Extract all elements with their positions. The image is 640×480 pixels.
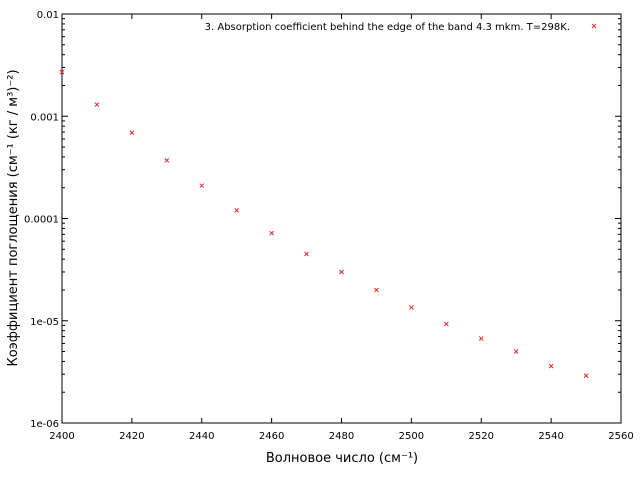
marker-stroke	[304, 251, 309, 257]
data-point	[583, 373, 589, 379]
x-axis-label: Волновое число (см⁻¹)	[266, 451, 418, 466]
data-point	[304, 251, 309, 257]
x-tick-label: 2420	[119, 431, 144, 442]
data-point	[478, 336, 484, 341]
marker-stroke	[59, 69, 65, 75]
data-point	[164, 158, 170, 163]
marker-stroke	[583, 373, 589, 379]
data-point	[234, 208, 240, 213]
data-point	[548, 363, 554, 369]
data-point	[443, 321, 449, 327]
x-tick-label: 2480	[329, 431, 354, 442]
data-point	[199, 183, 205, 188]
x-tick-label: 2400	[49, 431, 74, 442]
x-tick-label: 2460	[259, 431, 284, 442]
marker-stroke	[164, 158, 170, 163]
marker-stroke	[269, 230, 274, 236]
y-axis: 0.01 0.001 0.0001 1e-05 1e-06	[24, 10, 621, 430]
x-tick-label: 2540	[538, 431, 563, 442]
data-point	[374, 287, 379, 293]
x-tick-label: 2560	[608, 431, 633, 442]
marker-stroke	[478, 336, 484, 341]
legend-marker	[591, 23, 597, 29]
marker-stroke	[339, 269, 344, 275]
data-point	[339, 269, 344, 275]
y-tick-label: 0.01	[37, 10, 59, 21]
data-point	[129, 130, 135, 136]
marker-stroke	[443, 321, 449, 327]
marker-stroke	[409, 305, 414, 310]
data-point	[94, 102, 100, 107]
marker-stroke	[374, 287, 379, 293]
data-point	[409, 305, 414, 310]
data-points	[59, 69, 589, 379]
y-tick-label: 1e-05	[30, 317, 59, 328]
y-tick-label: 1e-06	[30, 419, 59, 430]
marker-stroke	[234, 208, 240, 213]
legend: 3. Absorption coefficient behind the edg…	[205, 22, 597, 33]
plot-frame	[61, 13, 622, 424]
y-tick-label: 0.001	[30, 112, 59, 123]
data-point	[513, 349, 519, 354]
x-tick-label: 2520	[469, 431, 494, 442]
legend-label: 3. Absorption coefficient behind the edg…	[205, 22, 570, 33]
marker-stroke	[591, 23, 597, 29]
legend-marker-symbol	[591, 23, 597, 29]
x-tick-label: 2500	[399, 431, 424, 442]
marker-stroke	[513, 349, 519, 354]
x-tick-label: 2440	[189, 431, 214, 442]
y-axis-label: Коэффициент поглощения (см⁻¹ (кг / м³)⁻²…	[6, 69, 21, 366]
y-tick-label: 0.0001	[24, 215, 59, 226]
data-point	[59, 69, 65, 75]
x-axis: 2400 2420 2440 2460 2480 2500 2520 2540 2560	[49, 14, 634, 442]
marker-stroke	[94, 102, 100, 107]
marker-stroke	[199, 183, 205, 188]
marker-stroke	[548, 363, 554, 369]
data-point	[269, 230, 274, 236]
marker-stroke	[129, 130, 135, 136]
